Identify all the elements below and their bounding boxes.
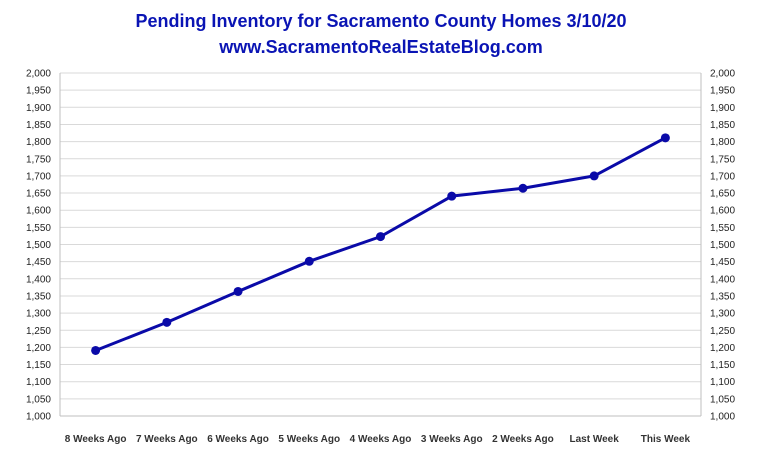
data-point (589, 171, 599, 181)
data-point (233, 286, 243, 296)
y-tick-label-left: 1,800 (26, 137, 51, 148)
y-tick-label-left: 1,150 (26, 360, 51, 371)
x-tick-label: 5 Weeks Ago (278, 434, 340, 445)
y-tick-label-right: 1,050 (710, 394, 735, 405)
y-tick-label-left: 1,550 (26, 223, 51, 234)
y-tick-label-right: 1,650 (710, 189, 735, 200)
y-tick-label-left: 1,350 (26, 291, 51, 302)
x-tick-label: 3 Weeks Ago (421, 434, 483, 445)
y-tick-label-left: 1,000 (26, 412, 51, 423)
y-tick-label-right: 1,450 (710, 257, 735, 268)
y-tick-label-right: 1,700 (710, 171, 735, 182)
y-tick-label-right: 1,300 (710, 309, 735, 320)
y-tick-label-right: 1,200 (710, 343, 735, 354)
data-point (518, 183, 528, 193)
chart-header: Pending Inventory for Sacramento County … (0, 8, 762, 60)
y-tick-label-left: 1,650 (26, 189, 51, 200)
data-point (376, 232, 385, 242)
y-tick-label-left: 1,450 (26, 257, 51, 268)
data-point (304, 256, 314, 266)
y-tick-label-left: 1,900 (26, 103, 51, 114)
y-tick-label-right: 1,400 (710, 274, 735, 285)
x-tick-label: This Week (641, 434, 691, 445)
y-tick-label-right: 1,150 (710, 360, 735, 371)
y-tick-label-right: 1,250 (710, 326, 735, 337)
y-tick-label-left: 1,750 (26, 154, 51, 165)
y-tick-label-left: 1,600 (26, 206, 51, 217)
x-tick-label: 7 Weeks Ago (136, 434, 198, 445)
data-point (660, 133, 670, 143)
x-tick-label: Last Week (570, 434, 620, 445)
y-tick-label-left: 1,950 (26, 86, 51, 97)
y-tick-label-left: 1,400 (26, 274, 51, 285)
x-tick-label: 6 Weeks Ago (207, 434, 269, 445)
y-tick-label-left: 1,700 (26, 171, 51, 182)
y-tick-label-right: 2,000 (710, 69, 735, 80)
y-tick-label-right: 1,800 (710, 137, 735, 148)
y-tick-label-right: 1,550 (710, 223, 735, 234)
y-tick-label-left: 1,300 (26, 309, 51, 320)
y-tick-label-left: 2,000 (26, 69, 51, 80)
y-tick-label-left: 1,100 (26, 377, 51, 388)
y-tick-label-right: 1,900 (710, 103, 735, 114)
data-point (447, 191, 457, 201)
x-tick-label: 8 Weeks Ago (65, 434, 127, 445)
chart-subtitle: www.SacramentoRealEstateBlog.com (219, 37, 543, 57)
data-point (91, 345, 101, 355)
y-tick-label-left: 1,500 (26, 240, 51, 251)
y-tick-label-right: 1,000 (710, 412, 735, 423)
y-tick-label-right: 1,100 (710, 377, 735, 388)
y-tick-label-left: 1,200 (26, 343, 51, 354)
y-tick-label-left: 1,850 (26, 120, 51, 131)
y-tick-label-right: 1,750 (710, 154, 735, 165)
data-point (162, 317, 172, 327)
x-tick-label: 4 Weeks Ago (350, 434, 412, 445)
y-tick-label-left: 1,050 (26, 394, 51, 405)
x-tick-label: 2 Weeks Ago (492, 434, 554, 445)
y-tick-label-right: 1,500 (710, 240, 735, 251)
y-tick-label-right: 1,600 (710, 206, 735, 217)
y-tick-label-right: 1,950 (710, 86, 735, 97)
chart-title: Pending Inventory for Sacramento County … (135, 11, 627, 31)
y-tick-label-right: 1,350 (710, 291, 735, 302)
y-tick-label-right: 1,850 (710, 120, 735, 131)
y-tick-label-left: 1,250 (26, 326, 51, 337)
